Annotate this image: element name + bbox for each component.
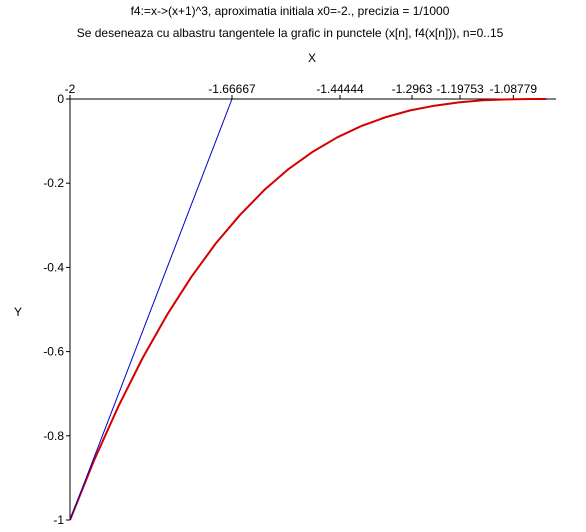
chart-title: f4:=x->(x+1)^3, aproximatia initiala x0=… <box>131 4 450 18</box>
y-ticks: 0 -0.2 -0.4 -0.6 -0.8 -1 <box>43 92 70 527</box>
y-tick-label: -0.6 <box>43 345 64 359</box>
x-tick-label: -1.44444 <box>316 82 364 96</box>
x-axis-label: X <box>308 51 316 65</box>
x-tick-label: -1.19753 <box>436 82 484 96</box>
y-tick-label: -0.2 <box>43 176 64 190</box>
y-tick-label: -0.4 <box>43 260 64 274</box>
x-tick-label: -1.66667 <box>208 82 256 96</box>
series-group <box>69 98 547 521</box>
tangent-line <box>69 98 233 521</box>
x-tick-label: -2 <box>65 82 76 96</box>
y-axis-label: Y <box>14 305 22 319</box>
y-tick-label: 0 <box>57 92 64 106</box>
function-curve <box>69 98 547 521</box>
x-ticks: -2 -1.66667 -1.44444 -1.2963 -1.19753 -1.0877… <box>65 82 538 99</box>
y-tick-label: -0.8 <box>43 429 64 443</box>
chart-subtitle: Se deseneaza cu albastru tangentele la g… <box>77 26 504 40</box>
y-tick-label: -1 <box>53 513 64 527</box>
x-tick-label: -1.08779 <box>490 82 538 96</box>
x-tick-label: -1.2963 <box>392 82 433 96</box>
